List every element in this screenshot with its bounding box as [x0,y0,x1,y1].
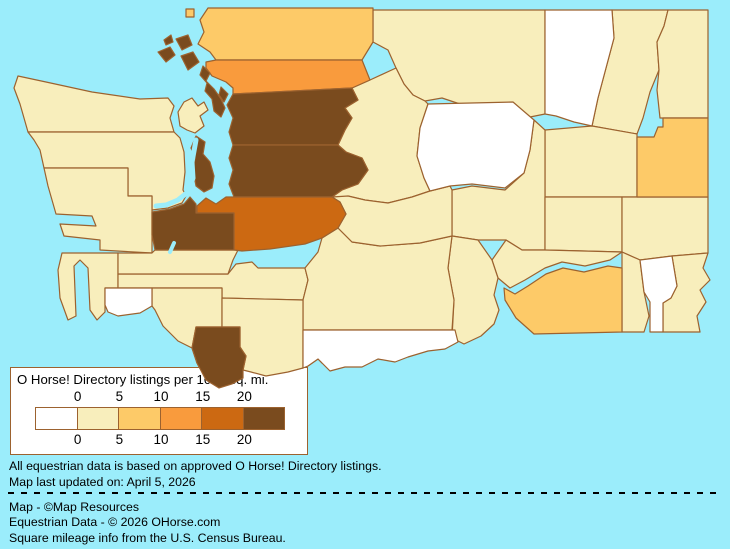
legend-ticks-top: 0 5 10 15 20 [11,389,307,404]
county-stevens [591,9,669,135]
overlay-county-cowlitz [152,288,222,348]
legend-tick-10: 10 [153,432,169,447]
legend-swatch-10-15 [160,408,202,429]
county-lewis [117,261,309,301]
legend-swatch-0-5 [77,408,119,429]
county-grant [451,119,546,251]
county-king [228,144,369,198]
county-kitsap [190,135,215,193]
waterway-hood-canal [153,137,199,209]
legend-tick-0: 0 [73,389,82,404]
legend-tick-20: 20 [236,432,252,447]
county-clallam [13,75,175,133]
waterway-budd-inlet [168,241,176,254]
county-island [199,65,229,118]
credit-map-resources: Map - ©Map Resources [9,500,140,514]
legend-swatch-20+ [243,408,284,429]
county-jefferson [27,97,209,211]
county-pacific [57,252,119,321]
county-walla-walla [503,265,623,335]
county-san-juan [157,34,200,71]
county-spokane [636,117,709,198]
county-snohomish [226,87,359,146]
legend-swatch-5-10 [119,408,161,429]
legend-title: O Horse! Directory listings per 1000 sq.… [17,372,269,387]
legend-tick-5: 5 [115,432,124,447]
county-skamania [221,297,304,377]
overlay-county-klickitat [302,349,322,369]
county-ferry [544,9,615,127]
legend-tick-10: 10 [153,389,169,404]
county-franklin [491,239,623,289]
footnote-data-source: All equestrian data is based on approved… [9,459,382,473]
county-benton [447,235,500,345]
county-pend-oreille [656,9,709,119]
county-yakima [302,227,455,331]
county-asotin [662,252,711,333]
county-thurston [117,249,239,275]
county-chelan [331,67,431,204]
county-columbia [621,251,650,333]
legend-color-bar [35,407,285,430]
county-klickitat [302,329,459,372]
county-whitman [621,196,709,261]
county-kittitas [331,185,453,247]
county-cowlitz [151,287,223,349]
county-adams [544,196,623,253]
county-douglas [416,101,535,192]
legend-tick-15: 15 [195,432,211,447]
legend-tick-20: 20 [236,389,252,404]
county-whatcom [185,7,374,61]
county-mason [151,196,235,251]
legend-swatch-15-20 [202,408,244,429]
overlay-county-skamania [240,349,304,377]
legend: O Horse! Directory listings per 1000 sq.… [10,367,308,455]
county-garfield [639,255,678,333]
legend-tick-5: 5 [115,389,124,404]
legend-ticks-bottom: 0 5 10 15 20 [11,432,307,447]
credit-equestrian-data: Equestrian Data - © 2026 OHorse.com [9,515,221,529]
county-wahkiakum [104,287,153,317]
footnote-last-updated: Map last updated on: April 5, 2026 [9,475,196,489]
legend-swatch-0 [36,408,78,429]
county-lincoln [544,125,638,198]
county-okanogan [372,9,546,121]
credit-census-bureau: Square mileage info from the U.S. Census… [9,531,286,545]
dashed-divider [8,492,722,494]
legend-tick-15: 15 [195,389,211,404]
legend-tick-0: 0 [73,432,82,447]
county-grays-harbor [43,167,153,254]
county-skagit [205,59,371,95]
county-pierce [196,196,347,252]
